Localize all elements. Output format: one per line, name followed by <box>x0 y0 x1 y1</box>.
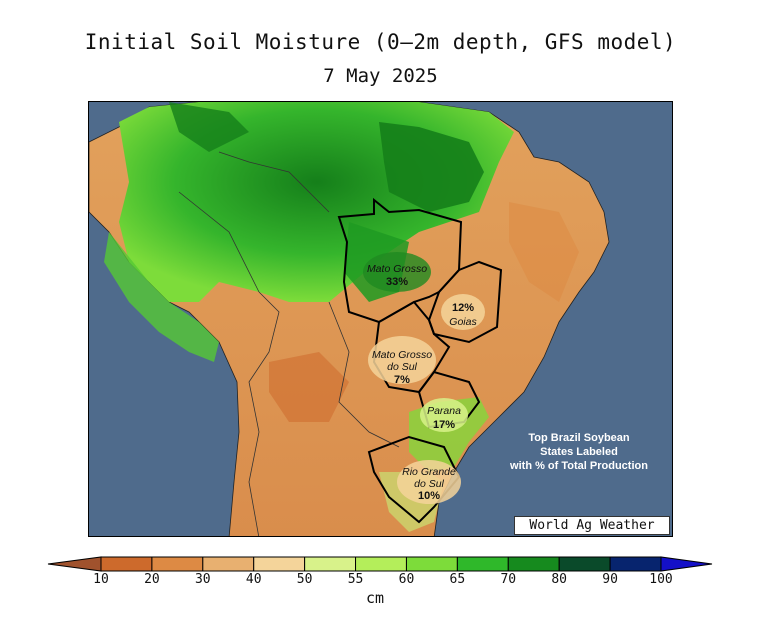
state-pct-rio-grande-do-sul: 10% <box>418 490 440 502</box>
soil-moisture-map: Mato Grosso 33% 12% Goias Mato Grosso do… <box>88 101 673 537</box>
goias-highlight <box>441 294 485 330</box>
state-pct-parana: 17% <box>433 419 455 431</box>
mato-grosso-do-sul-highlight <box>368 336 436 384</box>
colorbar-tick-label: 100 <box>649 572 673 587</box>
state-label-mato-grosso: Mato Grosso <box>367 263 427 275</box>
map-canvas: Mato Grosso 33% 12% Goias Mato Grosso do… <box>89 102 648 536</box>
country-borders <box>178 151 400 536</box>
state-label-rio-grande-do-sul-1: Rio Grande <box>402 466 456 478</box>
dark-moist-patch-2 <box>379 122 484 212</box>
map-title: Initial Soil Moisture (0–2m depth, GFS m… <box>84 30 677 54</box>
state-pct-mato-grosso: 33% <box>386 276 408 288</box>
note-line-1: Top Brazil Soybean <box>528 432 630 444</box>
colorbar-segment <box>355 556 407 572</box>
colorbar-segment <box>151 556 204 572</box>
colorbar-segment <box>609 556 662 572</box>
map-date: 7 May 2025 <box>323 65 438 87</box>
goias-border <box>427 260 503 344</box>
andes-wet-strip <box>104 232 219 362</box>
colorbar-segment <box>558 556 611 572</box>
colorbar-tick-label: 20 <box>144 572 160 587</box>
credit-label: World Ag Weather <box>514 516 670 535</box>
note-line-2: States Labeled <box>540 446 618 458</box>
colorbar-segment <box>304 556 357 572</box>
note-line-3: with % of Total Production <box>509 460 648 472</box>
state-pct-goias: 12% <box>452 302 474 314</box>
mato-grosso-highlight <box>363 252 431 292</box>
legend-colorbar <box>47 556 713 572</box>
colorbar-tick-label: 55 <box>347 572 364 587</box>
rio-grande-do-sul-border <box>367 435 461 524</box>
colorbar-tick-label: 70 <box>500 572 517 587</box>
colorbar-segment <box>253 556 306 572</box>
colorbar-tick-label: 40 <box>245 572 262 587</box>
colorbar-segment <box>100 556 153 572</box>
colorbar-tick-label: 80 <box>551 572 567 587</box>
state-label-goias: Goias <box>449 316 477 328</box>
state-pct-mato-grosso-do-sul: 7% <box>394 374 410 386</box>
dark-moist-patch-1 <box>169 102 249 152</box>
rio-grande-do-sul-highlight <box>397 460 461 504</box>
colorbar-tick-label: 10 <box>93 572 109 587</box>
colorbar-segment <box>202 556 255 572</box>
colorbar-tick-label: 50 <box>296 572 313 587</box>
state-label-mato-grosso-do-sul-2: do Sul <box>387 361 417 373</box>
colorbar-low-arrow <box>47 556 102 572</box>
colorbar-segment <box>405 556 458 572</box>
colorbar-tick-label: 30 <box>194 572 211 587</box>
state-label-parana: Parana <box>427 405 461 417</box>
colorbar-segment <box>456 556 509 572</box>
colorbar-tick-label: 90 <box>602 572 618 587</box>
colorbar-tick-label: 65 <box>449 572 466 587</box>
colorbar-tick-label: 60 <box>398 572 415 587</box>
colorbar-high-arrow <box>660 556 713 572</box>
parana-highlight <box>420 398 468 432</box>
state-label-rio-grande-do-sul-2: do Sul <box>414 478 444 490</box>
state-label-mato-grosso-do-sul-1: Mato Grosso <box>372 349 432 361</box>
colorbar-segment <box>507 556 560 572</box>
dry-patch-2 <box>509 202 579 302</box>
legend-unit: cm <box>366 589 385 607</box>
dry-patch-1 <box>269 352 349 422</box>
